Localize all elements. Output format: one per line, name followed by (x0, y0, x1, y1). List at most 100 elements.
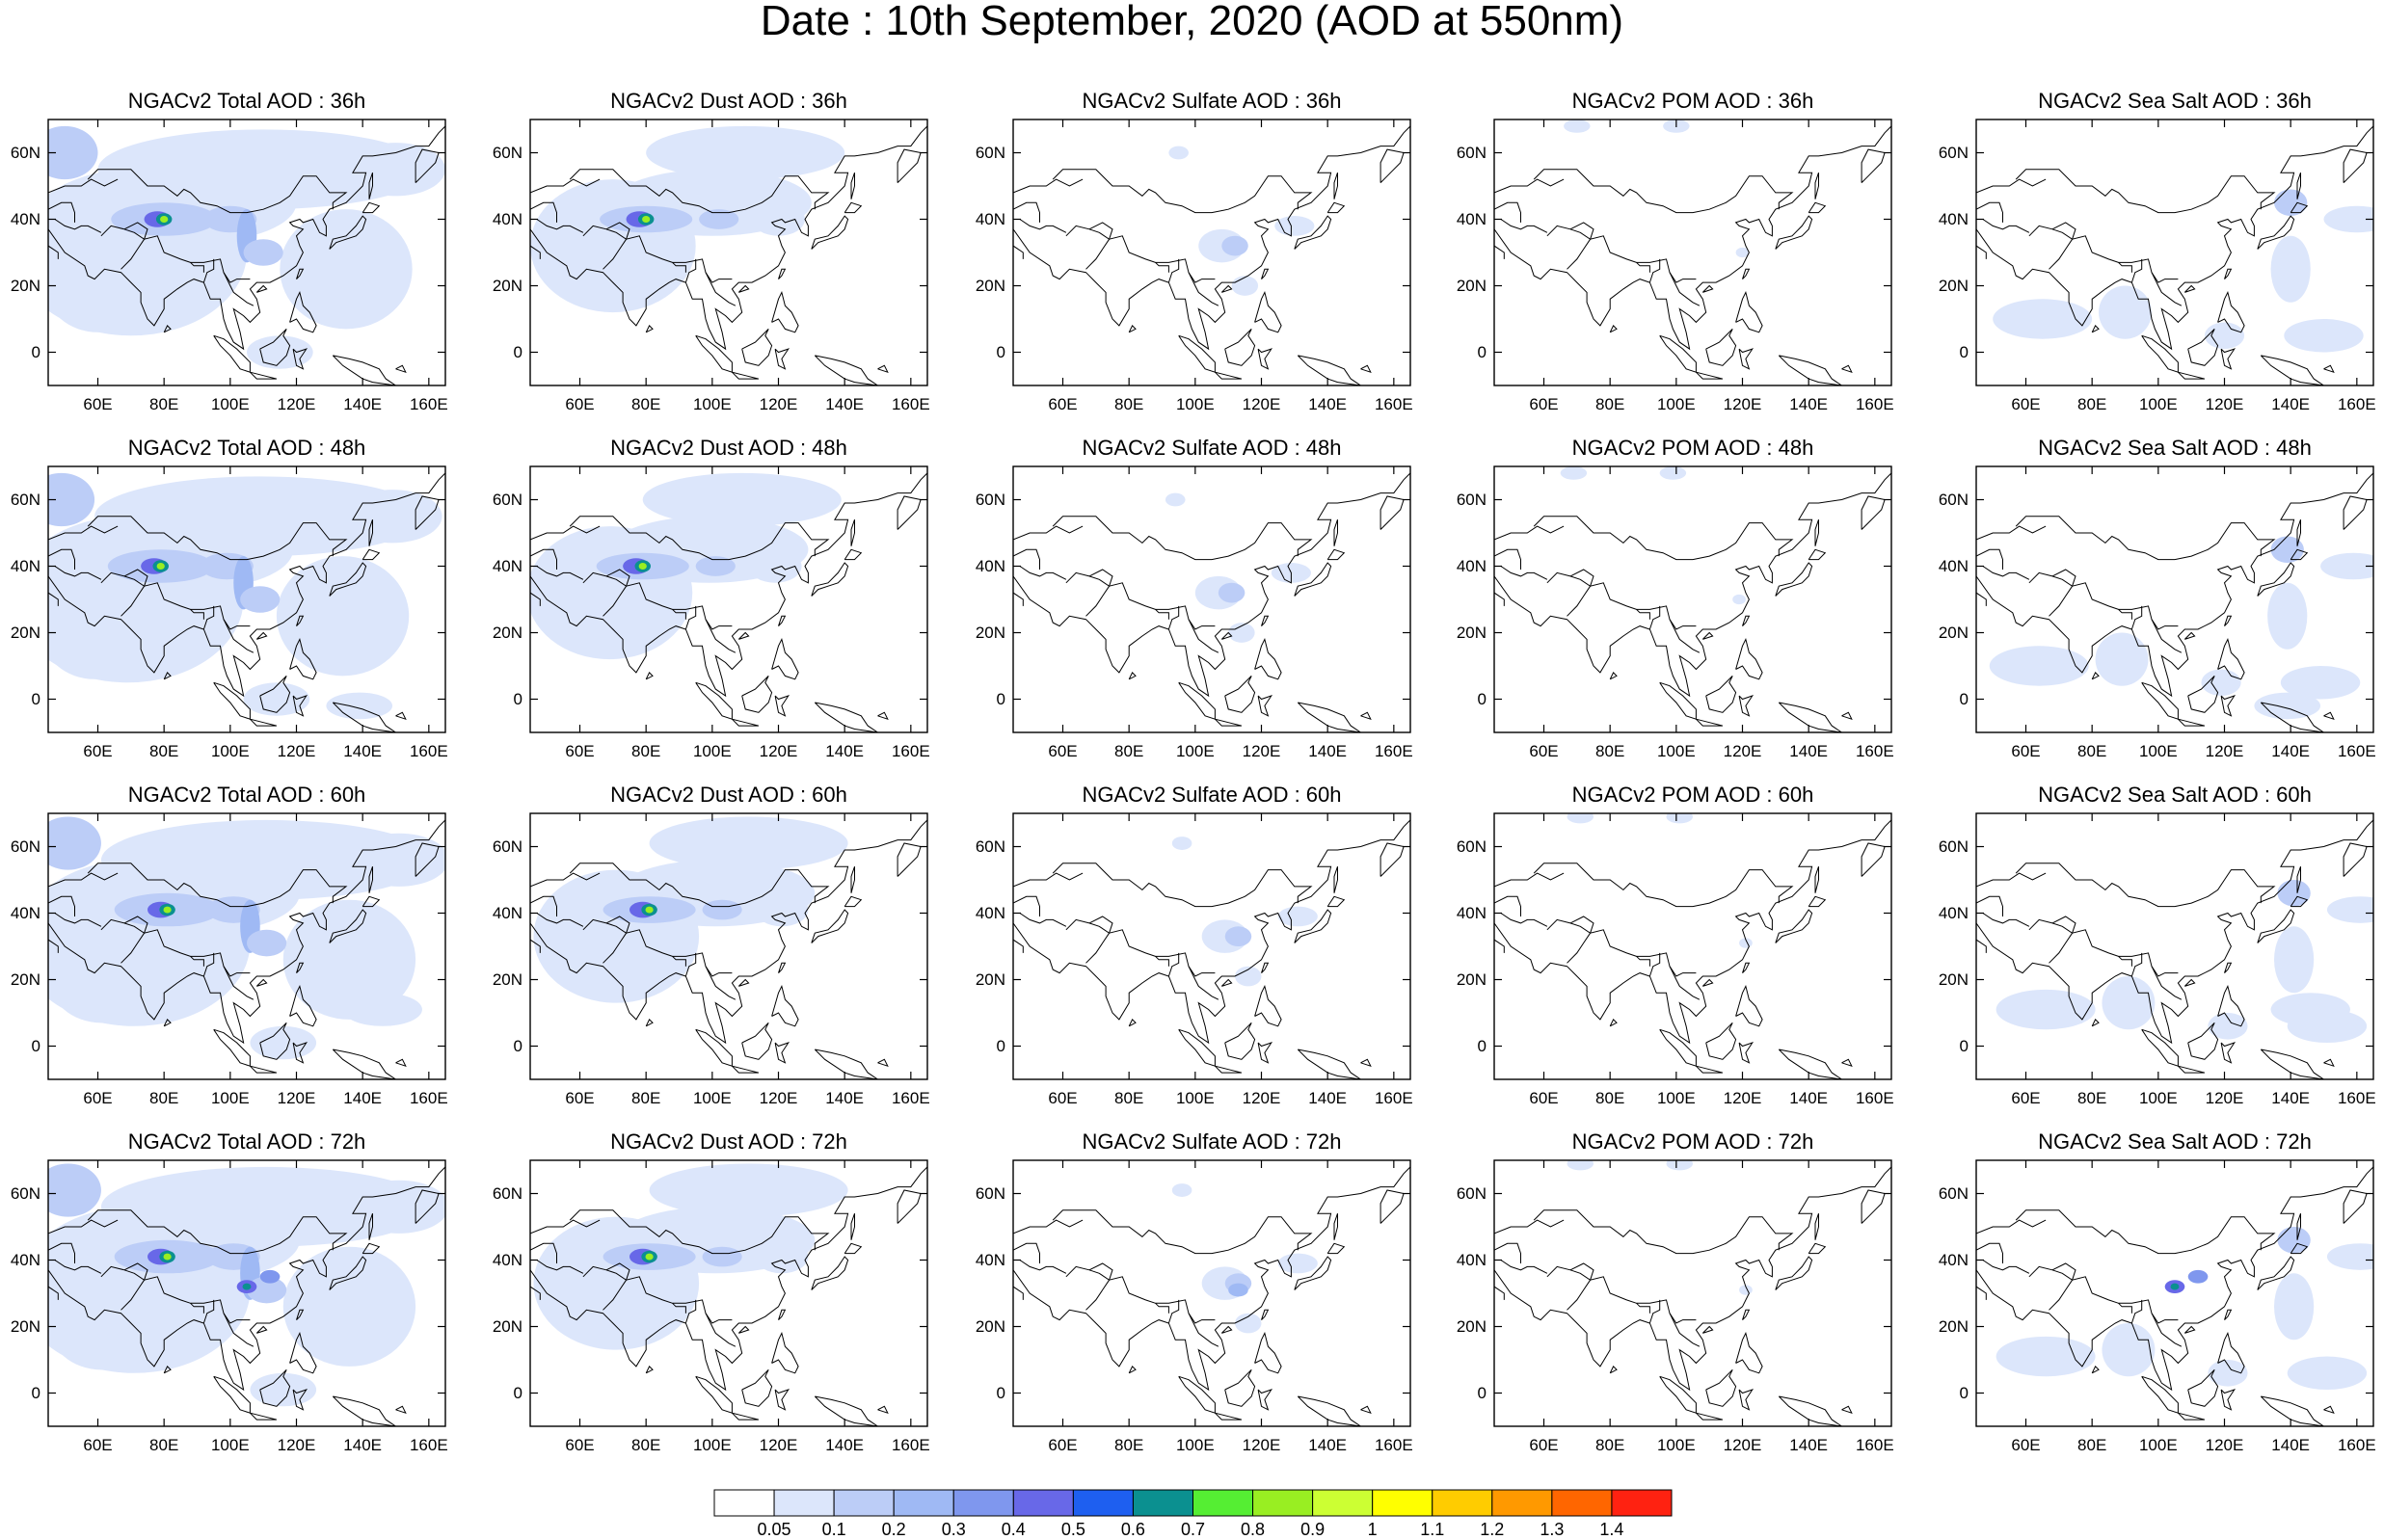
aerosol-patch (283, 1247, 415, 1367)
coastline (2016, 1210, 2274, 1254)
coastline (1156, 1303, 1169, 1313)
coastline (1494, 593, 1504, 606)
colorbar-swatch (1313, 1490, 1373, 1516)
coastline (1298, 703, 1360, 732)
aerosol-patch (2208, 1013, 2247, 1040)
coastline (1262, 1310, 1269, 1319)
colorbar-swatch (1433, 1490, 1492, 1516)
aerosol-patch (1564, 119, 1590, 133)
aerosol-patch (1996, 990, 2096, 1029)
coastline (250, 1413, 277, 1420)
coastline (1258, 349, 1272, 369)
coastline (1610, 1020, 1617, 1026)
coastline (1334, 1213, 1338, 1240)
coastline (1380, 843, 1404, 877)
coastline (1361, 1406, 1371, 1413)
coastline (2119, 956, 2132, 966)
coastline (779, 1310, 786, 1319)
map-panel-sea-salt-3 (1976, 1160, 2384, 1426)
coastline (2225, 963, 2232, 972)
aerosol-patch (2324, 206, 2384, 233)
coastline (1808, 549, 1825, 559)
aerosol-patch (32, 126, 98, 179)
aerosol-patch (645, 907, 653, 914)
coastline (878, 712, 888, 719)
coastline (1570, 916, 1696, 976)
coastline (2119, 262, 2132, 272)
coastline (1736, 1333, 1763, 1372)
coastline (1255, 1333, 1282, 1372)
coastline (1842, 1406, 1852, 1413)
coastline (1702, 286, 1712, 293)
coastline (1013, 593, 1023, 606)
map-panel-total-1 (12, 466, 445, 732)
coastline (396, 1059, 406, 1066)
coastline (362, 202, 379, 212)
coastline (2324, 1059, 2334, 1066)
coastline (256, 286, 266, 293)
coastline (1779, 1049, 1841, 1079)
coastline (1298, 356, 1360, 385)
colorbar-swatch (1073, 1490, 1133, 1516)
map-frame (1494, 1160, 1891, 1426)
coastline (1066, 1266, 1110, 1310)
map-panel-sea-salt-1 (1976, 466, 2384, 732)
aerosol-patch (2171, 1284, 2180, 1290)
coastline (1189, 273, 1219, 306)
coastline (1053, 1210, 1311, 1254)
colorbar-swatch (714, 1490, 774, 1516)
aerosol-patch (163, 1254, 171, 1261)
coastline (214, 1029, 251, 1066)
aerosol-patch (2327, 1243, 2384, 1270)
aerosol-patch (349, 834, 448, 887)
coastline (1776, 563, 1812, 597)
coastline (1298, 1049, 1360, 1079)
coastline (1380, 149, 1404, 183)
coastline (1066, 919, 1110, 963)
colorbar-swatch (1133, 1490, 1192, 1516)
map-panel-pom-3 (1494, 1157, 1891, 1426)
coastline (1221, 1327, 1231, 1334)
coastline (878, 1406, 888, 1413)
coastline (1547, 572, 1591, 616)
map-frame (1494, 119, 1891, 385)
coastline (2152, 620, 2182, 653)
coastline (1842, 1059, 1852, 1066)
coastline (1739, 696, 1753, 716)
coastline (851, 1213, 855, 1240)
aerosol-patch (1172, 836, 1192, 850)
coastline (732, 719, 759, 726)
aerosol-patch (645, 1254, 653, 1261)
coastline (1129, 1367, 1136, 1373)
coastline (2029, 919, 2073, 963)
coastline (775, 349, 789, 369)
coastline (1743, 269, 1750, 279)
coastline (1702, 980, 1712, 987)
coastline (1501, 567, 1547, 580)
coastline (706, 273, 736, 306)
coastline (732, 1413, 759, 1420)
aerosol-patch (1732, 595, 1746, 604)
aerosol-patch (1667, 1157, 1693, 1171)
aerosol-patch (35, 1163, 101, 1216)
aerosol-patch (2327, 896, 2384, 923)
aerosol-patch (48, 1277, 154, 1370)
colorbar-label: 1.1 (1420, 1520, 1444, 1540)
coastline (1501, 914, 1547, 927)
coastline (897, 1190, 921, 1224)
coastline (1089, 570, 1215, 629)
coastline (1862, 149, 1885, 183)
coastline (646, 326, 653, 332)
aerosol-patch (639, 563, 647, 570)
coastline (706, 1314, 736, 1347)
coastline (250, 1066, 277, 1073)
colorbar-swatch (834, 1490, 894, 1516)
coastline (1534, 517, 1792, 560)
colorbar-label: 0.6 (1121, 1520, 1145, 1540)
coastline (742, 1369, 772, 1406)
coastline (844, 202, 861, 212)
coastline (333, 1396, 395, 1426)
coastline (1570, 1263, 1696, 1323)
coastline (732, 1066, 759, 1073)
